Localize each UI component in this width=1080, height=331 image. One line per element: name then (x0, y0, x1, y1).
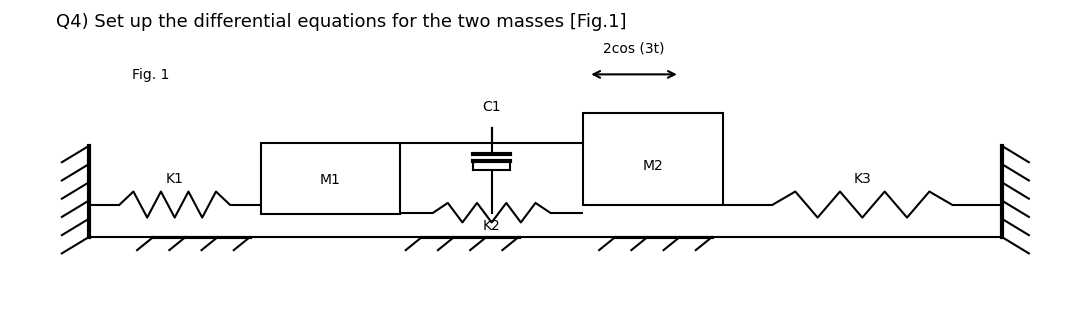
Text: K2: K2 (483, 219, 500, 233)
Text: K3: K3 (853, 171, 872, 185)
Text: M2: M2 (643, 159, 663, 172)
Text: C1: C1 (483, 100, 501, 114)
Text: 2cos (3t): 2cos (3t) (603, 41, 664, 55)
Bar (260, 143, 401, 214)
Text: Fig. 1: Fig. 1 (132, 68, 170, 82)
Text: M1: M1 (320, 173, 341, 187)
Text: K1: K1 (165, 171, 184, 185)
Text: Q4) Set up the differential equations for the two masses [Fig.1]: Q4) Set up the differential equations fo… (56, 13, 627, 30)
Bar (583, 114, 723, 205)
